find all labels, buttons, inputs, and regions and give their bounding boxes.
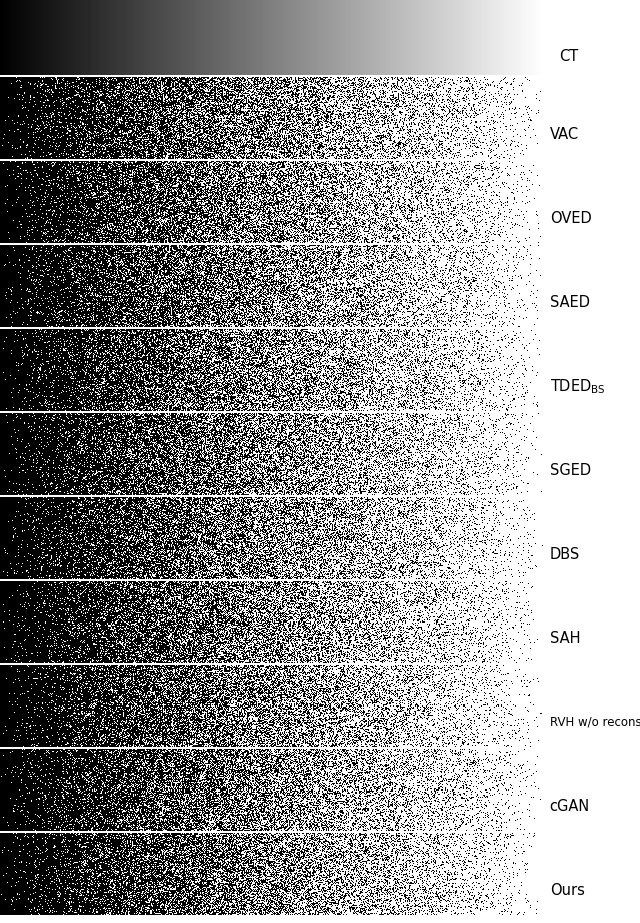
Text: Ours: Ours <box>550 883 584 898</box>
Text: VAC: VAC <box>550 126 579 142</box>
Text: SAH: SAH <box>550 631 580 646</box>
Text: cGAN: cGAN <box>550 799 590 814</box>
Text: SAED: SAED <box>550 295 589 310</box>
Text: OVED: OVED <box>550 210 591 226</box>
Text: DBS: DBS <box>550 547 580 562</box>
Text: TDED$_{\mathrm{BS}}$: TDED$_{\mathrm{BS}}$ <box>550 378 605 396</box>
Text: RVH w/o recons.: RVH w/o recons. <box>550 716 640 729</box>
Text: CT: CT <box>559 49 579 64</box>
Text: SGED: SGED <box>550 463 591 478</box>
